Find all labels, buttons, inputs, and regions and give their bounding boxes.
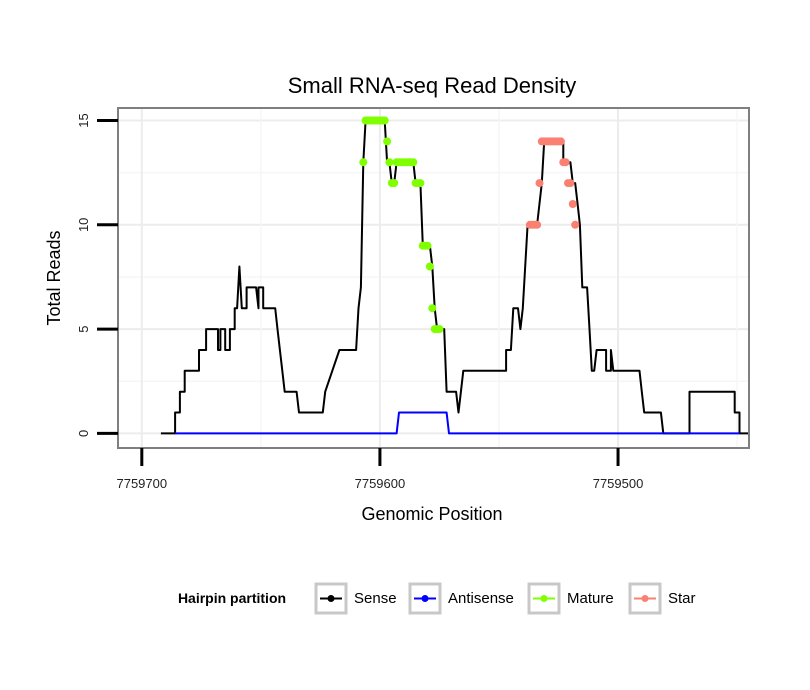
data-point-star [556,137,565,146]
data-point-mature [359,158,368,167]
data-point-mature [425,262,434,271]
legend-key-point [327,595,335,602]
data-point-star [566,179,575,188]
legend: Hairpin partition Sense Antisense Mature Sta… [178,582,696,615]
x-tick-label: 7759700 [116,476,167,491]
series-layer [160,116,749,435]
legend-title: Hairpin partition [178,590,286,606]
data-point-mature [383,137,392,146]
legend-label-star: Star [668,590,696,607]
y-tick-label: 0 [76,430,91,437]
data-point-mature [423,241,432,250]
series-line-antisense [175,411,740,435]
x-tick-label: 7759500 [593,476,644,491]
legend-key-point [540,595,548,602]
legend-label-antisense: Antisense [448,590,514,607]
y-tick-label: 15 [76,113,91,127]
data-point-mature [428,304,437,313]
data-point-mature [435,325,444,334]
data-point-mature [409,158,418,167]
y-tick-label: 5 [76,325,91,332]
legend-label-sense: Sense [354,590,397,607]
data-point-star [561,158,570,167]
legend-key-point [641,595,649,602]
data-point-star [568,200,577,208]
y-tick-label: 10 [76,218,91,232]
axis-layer: 0 5 10 15 7759700 7759600 7759500 [76,113,643,491]
data-point-star [571,220,580,229]
data-point-mature [380,116,389,125]
data-point-mature [416,179,425,188]
legend-key-point [421,595,429,602]
y-axis-title: Total Reads [44,230,64,325]
data-point-mature [390,179,399,188]
plot-border [117,107,750,449]
data-point-mature [385,158,394,167]
chart-title: Small RNA-seq Read Density [288,73,577,98]
data-point-star [535,179,544,188]
x-tick-label: 7759600 [355,476,406,491]
data-point-star [533,220,542,229]
legend-label-mature: Mature [567,590,614,607]
x-axis-title: Genomic Position [361,504,502,524]
